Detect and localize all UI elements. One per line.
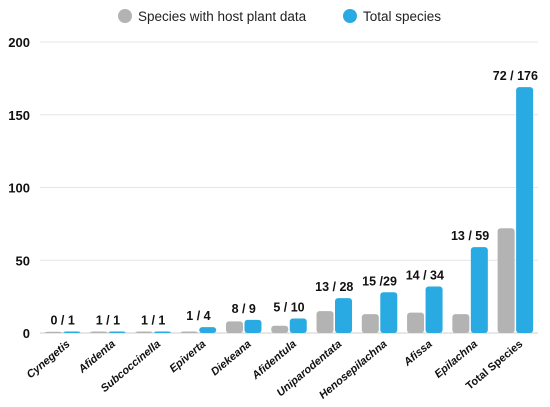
bars [44,87,534,333]
bar-host-plant-9 [452,314,470,333]
y-tick-label: 0 [23,326,30,341]
data-label: 1 / 1 [141,314,165,328]
bar-total-9 [470,247,488,333]
bar-host-plant-0 [44,331,62,333]
gridlines [40,41,538,334]
bar-host-plant-2 [135,331,153,333]
bar-host-plant-6 [316,311,334,333]
bar-total-6 [335,298,353,333]
legend-marker-host-plant [118,9,132,23]
bar-host-plant-8 [407,312,425,333]
bar-total-0 [63,331,81,333]
data-label: 1 / 1 [96,314,120,328]
bar-total-7 [380,292,398,333]
data-label: 72 / 176 [493,69,538,83]
x-tick-label: Afidenta [76,338,118,376]
bar-total-8 [425,286,443,333]
bar-host-plant-1 [90,331,108,333]
legend-marker-total [343,9,357,23]
bar-total-1 [108,331,126,333]
legend-label-total: Total species [363,9,441,24]
bar-total-4 [244,319,262,333]
y-tick-label: 100 [8,181,30,196]
bar-host-plant-3 [180,331,198,333]
legend: Species with host plant data Total speci… [118,9,441,24]
x-tick-label: Epiverta [167,338,208,375]
data-label: 13 / 59 [451,229,489,243]
bar-total-10 [516,87,534,333]
x-tick-label: Diekeana [209,338,254,378]
legend-label-host-plant: Species with host plant data [138,9,307,24]
x-tick-label: Epilachna [432,338,480,381]
data-label: 14 / 34 [406,268,444,282]
bar-host-plant-10 [497,228,515,333]
y-tick-label: 200 [8,35,30,50]
x-tick-label: Afissa [401,338,435,369]
y-tick-label: 150 [8,108,30,123]
bar-host-plant-5 [271,325,289,333]
bar-total-5 [289,318,307,333]
data-label: 15 /29 [362,274,397,288]
x-tick-label: Cynegetis [25,338,73,381]
bar-total-3 [199,327,217,333]
data-label: 8 / 9 [232,302,256,316]
y-tick-label: 50 [16,253,30,268]
data-labels: 0 / 1 1 / 1 1 / 1 1 / 4 8 / 9 5 / 10 13 / 28 15… [50,69,538,327]
data-label: 1 / 4 [186,309,210,323]
data-label: 5 / 10 [273,300,304,314]
bar-total-2 [153,331,171,333]
data-label: 0 / 1 [50,314,74,328]
data-label: 13 / 28 [315,280,353,294]
bar-host-plant-7 [361,314,379,333]
bar-host-plant-4 [225,321,243,333]
y-axis: 0 50 100 150 200 [8,35,30,341]
